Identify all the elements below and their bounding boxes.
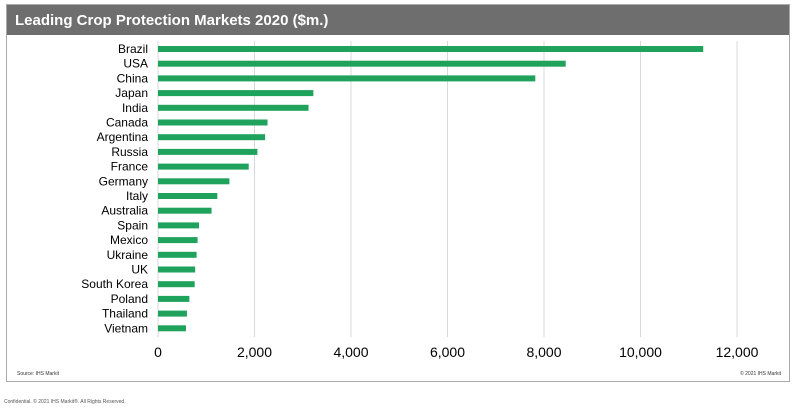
bar	[158, 251, 197, 258]
bar	[158, 222, 200, 229]
bar	[158, 104, 309, 111]
x-tick-label: 10,000	[619, 344, 662, 360]
x-tick-label: 8,000	[526, 344, 561, 360]
category-label: South Korea	[81, 277, 148, 291]
bar	[158, 75, 536, 82]
x-tick-label: 2,000	[237, 344, 272, 360]
confidential-note: Confidential. © 2021 IHS Markit®. All Ri…	[4, 399, 126, 405]
bar	[158, 178, 230, 185]
category-label: Vietnam	[104, 321, 148, 335]
category-label: Ukraine	[107, 248, 149, 262]
chart-title: Leading Crop Protection Markets 2020 ($m…	[7, 5, 789, 35]
bar	[158, 325, 186, 332]
copyright-note: © 2021 IHS Markit	[740, 371, 781, 377]
category-label: Italy	[126, 189, 148, 203]
bar	[158, 281, 195, 288]
category-label: Mexico	[110, 233, 148, 247]
category-label: UK	[131, 263, 148, 277]
category-labels: BrazilUSAChinaJapanIndiaCanadaArgentinaR…	[81, 42, 148, 335]
x-tick-label: 6,000	[430, 344, 465, 360]
bar-chart: BrazilUSAChinaJapanIndiaCanadaArgentinaR…	[81, 41, 759, 360]
category-label: Thailand	[102, 307, 148, 321]
gridlines	[157, 41, 738, 337]
x-tick-label: 0	[154, 344, 162, 360]
chart-frame: Leading Crop Protection Markets 2020 ($m…	[6, 4, 790, 382]
category-label: Germany	[99, 174, 148, 188]
x-tick-labels: 0 2,000 4,000 6,000 8,000 10,000 12,000	[154, 344, 759, 360]
category-label: France	[111, 160, 149, 174]
bar	[158, 90, 314, 97]
bar	[158, 163, 249, 170]
bar	[158, 119, 268, 126]
bars	[158, 46, 704, 332]
category-label: Brazil	[118, 42, 148, 56]
bar	[158, 46, 704, 52]
category-label: India	[122, 101, 148, 115]
bar	[158, 60, 566, 67]
bar	[158, 148, 258, 155]
x-tick-label: 4,000	[333, 344, 368, 360]
category-label: Spain	[117, 218, 148, 232]
category-label: Japan	[115, 86, 148, 100]
bar	[158, 134, 266, 141]
bar	[158, 207, 212, 214]
category-label: Australia	[101, 204, 148, 218]
category-label: Canada	[106, 116, 148, 130]
x-tick-label: 12,000	[716, 344, 759, 360]
category-label: USA	[123, 57, 148, 71]
bar	[158, 193, 218, 199]
category-label: Russia	[111, 145, 148, 159]
bar	[158, 266, 196, 273]
bar	[158, 237, 198, 244]
category-label: Poland	[111, 292, 148, 306]
bar	[158, 310, 187, 317]
category-label: China	[117, 71, 149, 85]
bar	[158, 295, 190, 302]
source-note: Source: IHS Markit	[17, 371, 59, 377]
category-label: Argentina	[97, 130, 149, 144]
